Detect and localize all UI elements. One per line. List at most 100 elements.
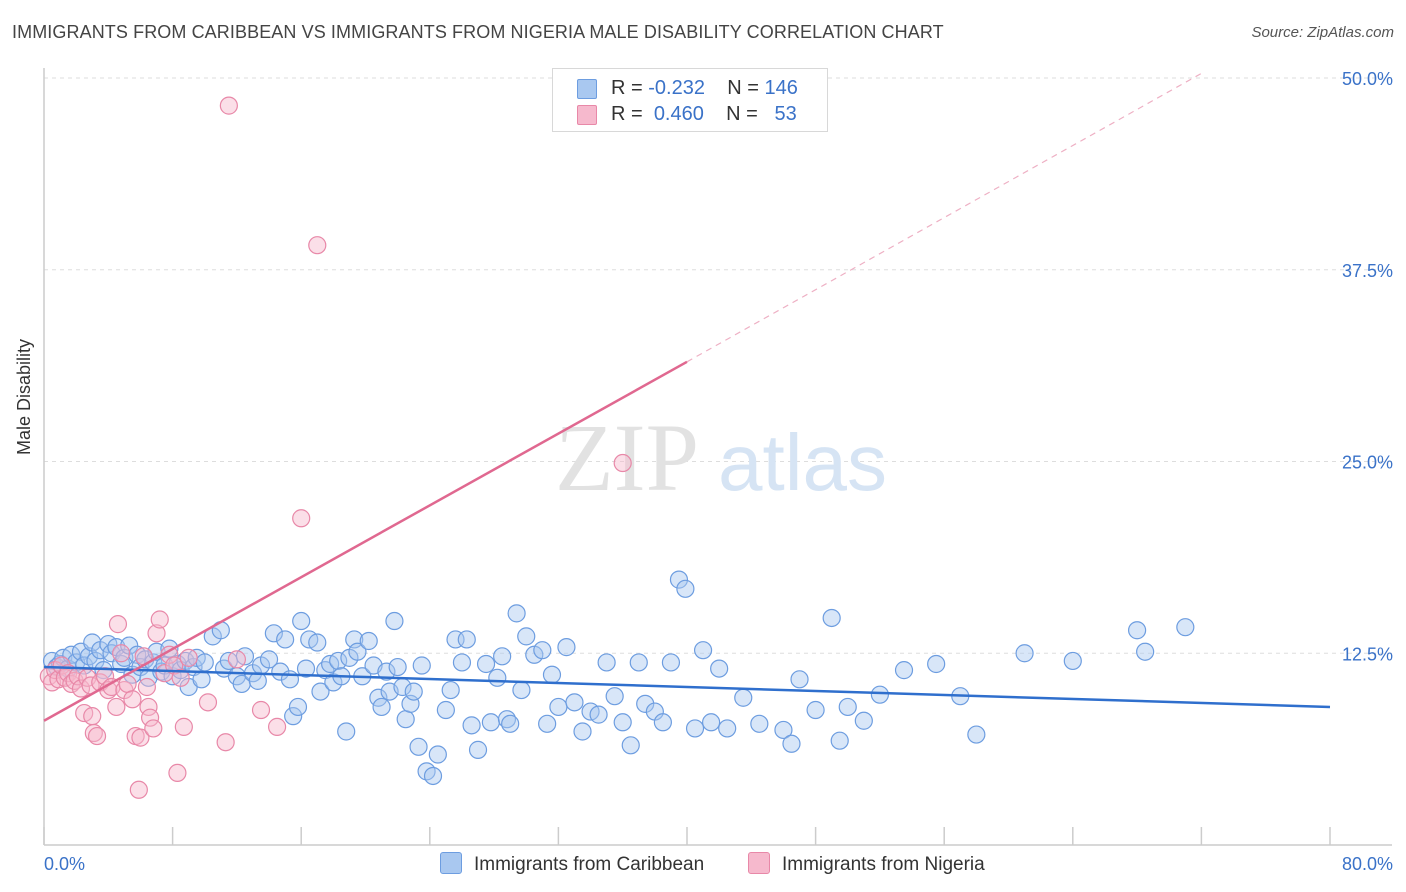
caribbean-point <box>271 662 290 681</box>
caribbean-point <box>774 720 793 740</box>
caribbean-point <box>894 661 914 680</box>
nigeria-point <box>613 453 632 473</box>
caribbean-point <box>718 719 737 738</box>
nigeria-point <box>216 733 235 752</box>
caribbean-point <box>790 670 809 689</box>
caribbean-point <box>710 659 729 678</box>
y-axis-label: Male Disability <box>14 338 34 455</box>
caribbean-point <box>462 716 481 735</box>
nigeria-point <box>108 615 128 634</box>
caribbean-point <box>621 736 640 755</box>
caribbean-point <box>79 647 99 666</box>
caribbean-point <box>573 722 592 741</box>
legend-r-value: 0.460 <box>653 103 704 125</box>
caribbean-point <box>512 680 531 700</box>
nigeria-point <box>87 726 107 746</box>
nigeria-point <box>219 96 238 115</box>
caribbean-point <box>259 650 279 669</box>
caribbean-point <box>329 651 348 671</box>
caribbean-point <box>192 670 211 689</box>
caribbean-point <box>854 711 873 730</box>
caribbean-point <box>488 668 507 687</box>
caribbean-point <box>377 662 396 681</box>
caribbean-point <box>388 657 407 677</box>
caribbean-point <box>927 654 946 674</box>
source-label: Source: ZipAtlas.com <box>1251 24 1394 41</box>
caribbean-point <box>653 713 672 732</box>
caribbean-point <box>441 680 460 700</box>
caribbean-point <box>870 685 890 704</box>
legend-swatch-nigeria <box>577 105 597 125</box>
legend-r-label: R = <box>611 77 643 99</box>
caribbean-point <box>284 707 303 726</box>
caribbean-point <box>292 611 311 631</box>
bottom-legend-caribbean: Immigrants from Caribbean <box>440 852 704 876</box>
caribbean-point <box>676 579 695 598</box>
caribbean-point <box>702 713 721 732</box>
nigeria-point <box>84 723 103 743</box>
caribbean-point <box>1127 621 1147 640</box>
caribbean-point <box>476 654 496 674</box>
nigeria-point <box>171 668 190 687</box>
nigeria-point <box>112 644 131 663</box>
nigeria-point <box>179 648 198 667</box>
caribbean-point <box>428 745 447 764</box>
caribbean-trend-line <box>43 665 1331 709</box>
axes <box>43 68 1392 846</box>
trend-lines <box>43 72 1331 722</box>
caribbean-point <box>693 641 713 660</box>
caribbean-point <box>806 700 825 720</box>
caribbean-point <box>452 653 472 672</box>
caribbean-point <box>542 665 562 684</box>
caribbean-point <box>565 693 584 712</box>
caribbean-point <box>830 731 849 750</box>
nigeria-points <box>39 96 632 799</box>
y-tick-labels: 12.5% 25.0% 37.5% 50.0% <box>1342 69 1393 664</box>
caribbean-point <box>501 714 520 733</box>
caribbean-point <box>557 638 576 657</box>
caribbean-point <box>507 604 526 623</box>
nigeria-point <box>107 697 126 717</box>
caribbean-point <box>538 714 557 733</box>
caribbean-point <box>517 627 536 646</box>
watermark-atlas: atlas <box>718 418 887 507</box>
caribbean-point <box>1063 651 1082 671</box>
caribbean-point <box>372 697 391 717</box>
bottom-legend-label: Immigrants from Nigeria <box>782 854 985 875</box>
legend-r-value: -0.232 <box>648 77 705 99</box>
caribbean-point <box>1015 644 1034 663</box>
nigeria-point <box>174 717 193 736</box>
caribbean-point <box>750 714 769 733</box>
caribbean-point <box>481 713 500 732</box>
caribbean-point <box>359 631 378 651</box>
nigeria-point <box>140 708 160 727</box>
nigeria-point <box>83 707 102 726</box>
caribbean-point <box>1136 642 1155 661</box>
caribbean-point <box>288 697 308 717</box>
caribbean-point <box>605 687 624 706</box>
nigeria-point <box>292 509 311 528</box>
legend-r-label: R = <box>611 103 643 125</box>
nigeria-point <box>131 728 150 747</box>
caribbean-point <box>661 653 681 672</box>
nigeria-point <box>150 610 169 629</box>
caribbean-point <box>533 641 552 660</box>
y-tick-label: 37.5% <box>1342 261 1393 281</box>
caribbean-point <box>636 694 655 713</box>
legend-n-value: 53 <box>774 103 797 125</box>
legend-n-label: N = <box>726 103 758 125</box>
caribbean-point <box>195 653 214 672</box>
caribbean-point <box>396 710 415 729</box>
grid-lines <box>44 77 1392 654</box>
x-tick-labels: 0.0% 80.0% <box>44 854 1393 874</box>
nigeria-point <box>147 624 166 643</box>
nigeria-point <box>267 717 287 736</box>
caribbean-point <box>613 713 632 732</box>
caribbean-point <box>669 570 689 589</box>
caribbean-point <box>493 647 512 666</box>
caribbean-points <box>42 570 1195 786</box>
nigeria-point <box>308 236 327 255</box>
nigeria-point <box>137 677 156 697</box>
nigeria-point <box>129 780 148 799</box>
nigeria-point <box>227 650 246 669</box>
